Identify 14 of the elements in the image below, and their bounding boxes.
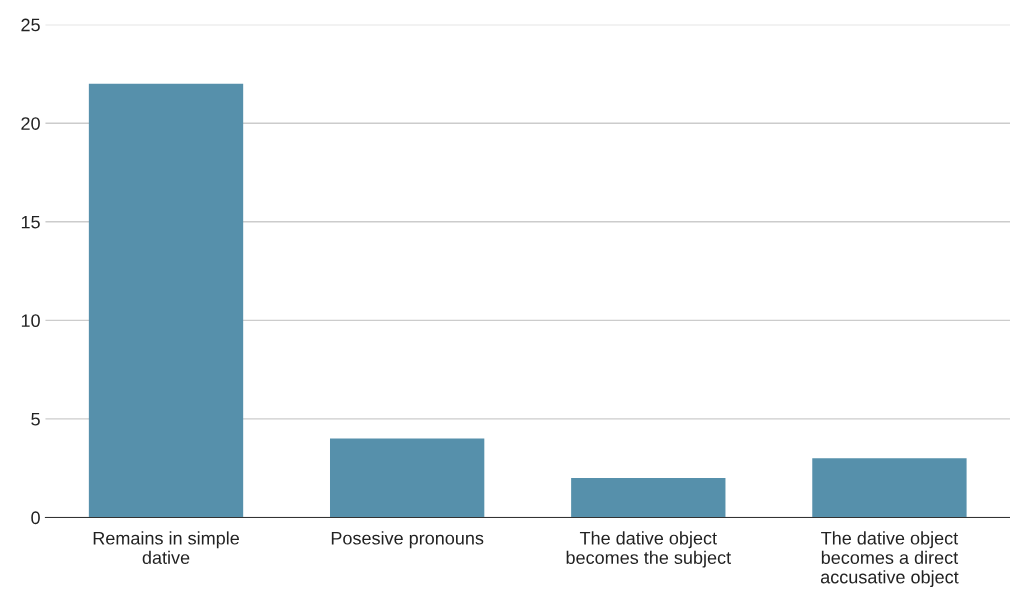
y-tick-label: 20 — [21, 117, 40, 130]
y-tick-label: 0 — [31, 511, 40, 525]
x-tick-label: The dative object becomes the subject — [566, 531, 731, 568]
bar — [571, 478, 726, 518]
bar — [329, 438, 485, 518]
bar — [88, 83, 244, 518]
y-tick-label: 15 — [21, 215, 40, 229]
bar — [812, 458, 967, 518]
y-tick-label: 25 — [21, 18, 40, 32]
x-tick-label: Remains in simple dative — [93, 531, 239, 565]
y-tick-label: 10 — [21, 314, 40, 328]
y-tick-label: 5 — [31, 413, 40, 426]
x-tick-label: Posesive pronouns — [331, 531, 484, 549]
x-tick-label: The dative object becomes a direct accusative object — [820, 531, 959, 588]
